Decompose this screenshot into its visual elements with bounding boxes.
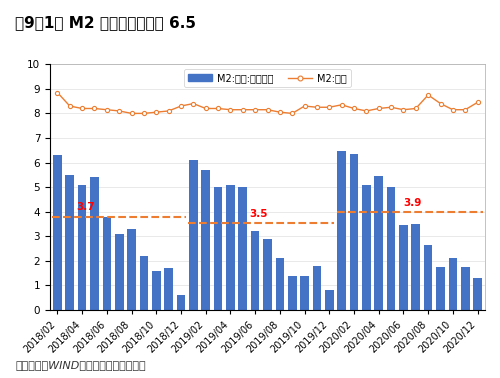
Bar xyxy=(78,185,86,310)
Bar xyxy=(300,276,309,310)
Text: 3.5: 3.5 xyxy=(249,209,268,218)
Bar xyxy=(362,185,370,310)
Bar xyxy=(448,259,457,310)
Bar xyxy=(399,225,408,310)
Text: 3.7: 3.7 xyxy=(76,203,94,212)
Bar xyxy=(127,229,136,310)
Bar xyxy=(251,231,260,310)
Bar xyxy=(102,217,111,310)
Bar xyxy=(263,239,272,310)
Bar xyxy=(325,290,334,310)
Bar xyxy=(350,154,358,310)
Bar xyxy=(176,295,186,310)
Bar xyxy=(436,267,445,310)
Bar xyxy=(461,267,469,310)
Bar xyxy=(90,177,99,310)
Bar xyxy=(53,155,62,310)
Text: 图9：1月 M2 翘尾因素提高至 6.5: 图9：1月 M2 翘尾因素提高至 6.5 xyxy=(15,15,196,30)
Bar xyxy=(412,224,420,310)
Bar xyxy=(115,234,124,310)
Bar xyxy=(214,187,222,310)
Bar xyxy=(202,170,210,310)
Legend: M2:同比:翘尾因素, M2:同比: M2:同比:翘尾因素, M2:同比 xyxy=(184,69,351,87)
Bar xyxy=(276,259,284,310)
Bar xyxy=(338,152,346,310)
Bar xyxy=(312,266,322,310)
Bar xyxy=(387,187,396,310)
Bar xyxy=(164,268,173,310)
Bar xyxy=(66,175,74,310)
Bar xyxy=(288,276,296,310)
Bar xyxy=(424,245,432,310)
Text: 资料来源：WIND，财信国际经济研究院: 资料来源：WIND，财信国际经济研究院 xyxy=(15,361,146,370)
Bar xyxy=(140,256,148,310)
Bar xyxy=(152,271,160,310)
Bar xyxy=(189,160,198,310)
Bar xyxy=(226,185,235,310)
Text: 3.9: 3.9 xyxy=(404,198,422,208)
Bar xyxy=(238,187,247,310)
Bar xyxy=(374,176,383,310)
Bar xyxy=(474,278,482,310)
